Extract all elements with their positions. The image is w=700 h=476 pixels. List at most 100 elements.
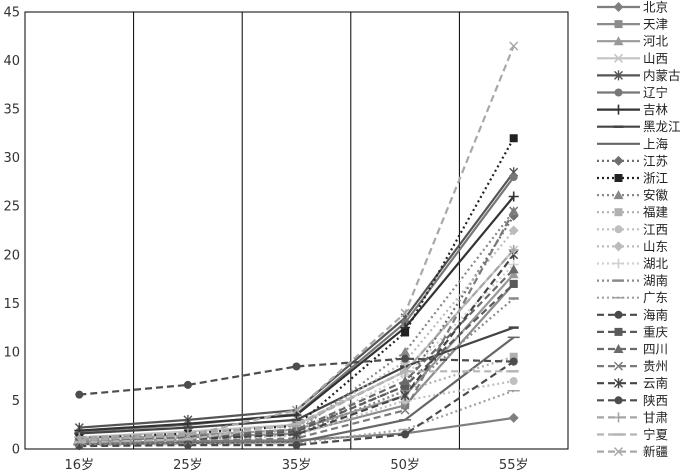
legend-label: 福建 xyxy=(643,205,669,220)
data-point xyxy=(509,134,518,143)
data-point xyxy=(292,362,301,371)
y-tick-label: 0 xyxy=(12,443,20,458)
legend-item: 贵州 xyxy=(597,359,668,374)
data-point xyxy=(401,381,410,390)
data-point xyxy=(291,410,302,421)
x-tick-label: 25岁 xyxy=(173,458,203,473)
legend-item: 内蒙古 xyxy=(597,68,681,83)
y-tick-label: 45 xyxy=(3,6,20,21)
legend-item: 海南 xyxy=(597,307,668,322)
y-tick-label: 30 xyxy=(3,151,20,166)
series-line xyxy=(79,171,515,429)
data-point xyxy=(508,264,519,274)
legend-label: 天津 xyxy=(643,17,668,32)
data-point xyxy=(509,279,518,288)
legend-item: 云南 xyxy=(597,376,668,391)
data-point xyxy=(400,390,410,401)
legend-label: 黑龙江 xyxy=(643,119,681,134)
data-point xyxy=(183,380,192,389)
legend-item: 重庆 xyxy=(597,324,669,339)
legend-item: 安徽 xyxy=(597,188,669,203)
legend-label: 湖南 xyxy=(643,273,668,288)
legend-item: 天津 xyxy=(597,17,668,32)
data-point xyxy=(508,225,519,236)
legend-item: 河北 xyxy=(597,34,669,49)
y-tick-label: 20 xyxy=(3,248,20,263)
legend-marker xyxy=(613,36,624,46)
series-line xyxy=(79,370,514,444)
legend-label: 安徽 xyxy=(643,188,669,203)
data-point xyxy=(508,412,519,423)
series-line xyxy=(79,389,515,447)
legend-label: 陕西 xyxy=(643,393,668,408)
legend-label: 海南 xyxy=(643,307,668,322)
legend-item: 吉林 xyxy=(597,102,669,117)
legend-label: 浙江 xyxy=(643,171,668,186)
series-6 xyxy=(75,173,518,436)
legend-item: 陕西 xyxy=(597,393,668,408)
legend-label: 新疆 xyxy=(643,444,668,459)
legend-marker xyxy=(613,361,624,371)
legend-item: 湖南 xyxy=(597,273,668,288)
legend-item: 江苏 xyxy=(597,153,668,168)
legend-label: 云南 xyxy=(643,376,668,391)
legend-label: 四川 xyxy=(643,342,668,357)
x-tick-label: 35岁 xyxy=(282,458,312,473)
data-point xyxy=(291,405,302,415)
legend-label: 甘肃 xyxy=(643,410,668,425)
legend-marker xyxy=(614,396,623,405)
legend-marker xyxy=(614,70,623,81)
legend-marker xyxy=(614,378,623,389)
legend-label: 江西 xyxy=(643,222,668,237)
data-point xyxy=(509,173,518,182)
legend-label: 重庆 xyxy=(643,324,669,339)
series-line xyxy=(79,360,515,448)
legend-item: 四川 xyxy=(597,342,668,357)
data-point xyxy=(400,308,410,318)
legend-marker xyxy=(614,20,623,29)
data-point xyxy=(401,328,410,337)
legend-item: 广东 xyxy=(597,290,668,305)
y-tick-label: 5 xyxy=(12,394,20,409)
data-point xyxy=(509,41,519,51)
data-point xyxy=(400,405,410,415)
y-tick-label: 25 xyxy=(3,200,20,215)
legend-item: 浙江 xyxy=(597,171,668,186)
data-point xyxy=(509,206,519,216)
series-line xyxy=(79,229,515,441)
legend-label: 河北 xyxy=(643,34,669,49)
data-point xyxy=(183,430,193,440)
legend-marker xyxy=(613,190,624,200)
data-point xyxy=(291,420,302,431)
legend-label: 湖北 xyxy=(643,256,669,271)
data-point xyxy=(508,244,519,255)
legend-marker xyxy=(614,174,623,182)
legend-item: 黑龙江 xyxy=(597,119,681,134)
legend-item: 宁夏 xyxy=(597,427,669,442)
legend-item: 辽宁 xyxy=(597,85,668,100)
legend-marker xyxy=(613,412,624,423)
data-point xyxy=(509,352,518,361)
series-line xyxy=(79,45,515,442)
legend-item: 福建 xyxy=(597,205,669,220)
legend-marker xyxy=(614,225,623,234)
x-tick-label: 50岁 xyxy=(390,458,420,473)
series-line xyxy=(79,210,515,443)
legend-marker xyxy=(613,155,624,166)
legend-item: 湖北 xyxy=(597,256,669,271)
legend-marker xyxy=(613,104,624,115)
y-tick-label: 10 xyxy=(3,345,20,360)
data-point xyxy=(509,357,518,366)
legend-marker xyxy=(613,2,624,12)
data-point xyxy=(508,191,519,202)
data-point xyxy=(74,435,84,445)
data-point xyxy=(401,401,410,410)
legend-item: 上海 xyxy=(597,136,669,151)
series-line xyxy=(79,263,515,442)
legend-marker xyxy=(613,53,624,63)
legend-marker xyxy=(614,327,623,336)
data-point xyxy=(401,430,410,439)
legend-item: 江西 xyxy=(597,222,668,237)
series-27 xyxy=(74,41,519,445)
legend-label: 山东 xyxy=(643,239,668,254)
